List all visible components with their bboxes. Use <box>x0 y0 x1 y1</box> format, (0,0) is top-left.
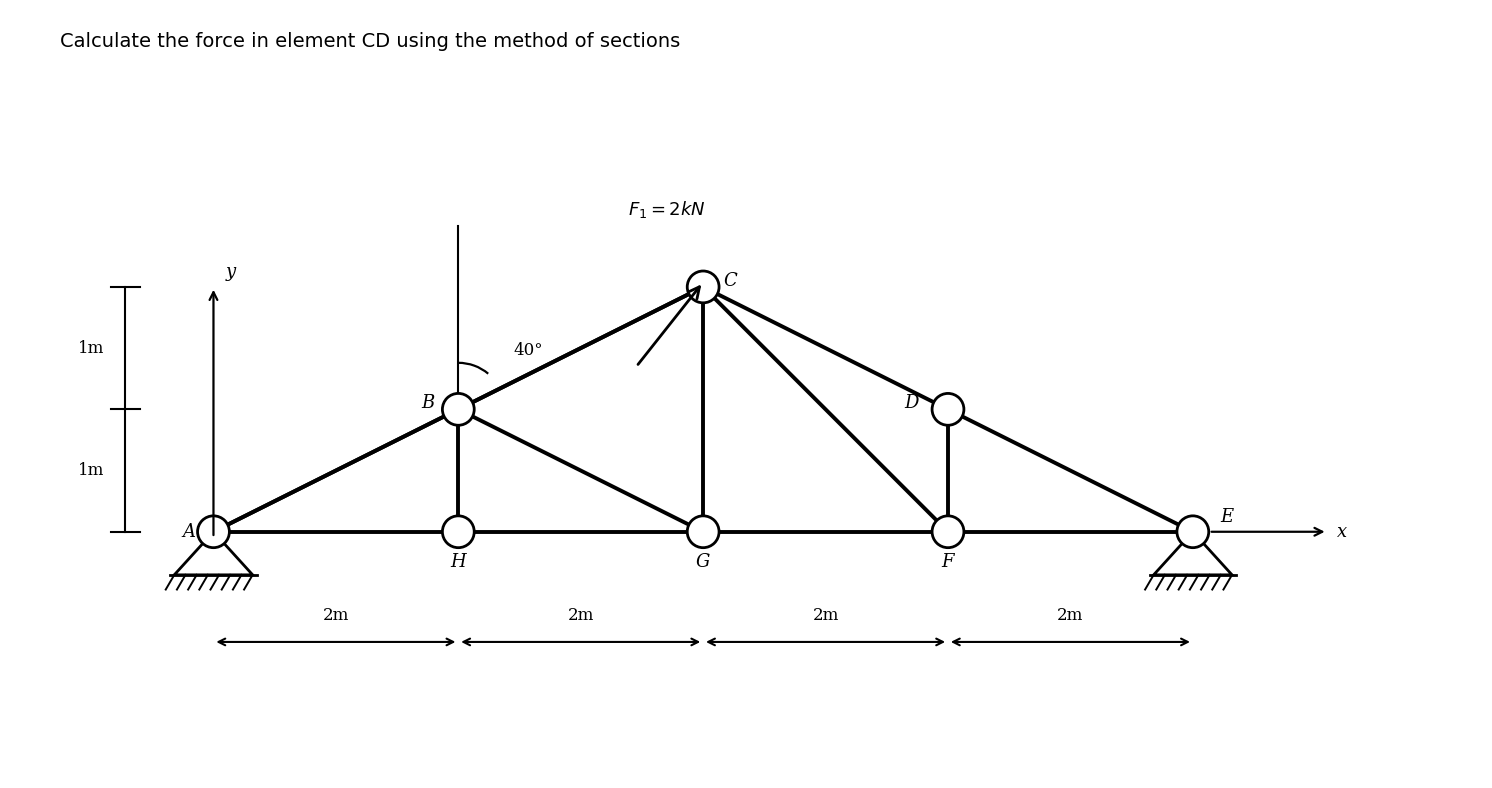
Circle shape <box>688 271 719 303</box>
Text: 1m: 1m <box>78 340 104 357</box>
Text: Calculate the force in element CD using the method of sections: Calculate the force in element CD using … <box>60 32 680 50</box>
Circle shape <box>443 393 474 426</box>
Circle shape <box>443 516 474 548</box>
Text: F: F <box>941 553 955 571</box>
Text: G: G <box>695 553 710 571</box>
Circle shape <box>688 516 719 548</box>
Polygon shape <box>1153 532 1232 575</box>
Polygon shape <box>175 532 252 575</box>
Text: E: E <box>1220 508 1234 526</box>
Text: 2m: 2m <box>812 607 839 623</box>
Text: $F_1 = 2kN$: $F_1 = 2kN$ <box>628 199 706 220</box>
Text: D: D <box>904 394 919 412</box>
Circle shape <box>1177 516 1209 548</box>
Text: A: A <box>182 522 195 541</box>
Text: 1m: 1m <box>78 462 104 479</box>
Text: y: y <box>225 262 236 281</box>
Text: H: H <box>451 553 466 571</box>
Text: 2m: 2m <box>322 607 349 623</box>
Circle shape <box>197 516 230 548</box>
Circle shape <box>932 516 964 548</box>
Text: C: C <box>724 272 737 290</box>
Text: 40°: 40° <box>513 342 543 359</box>
Text: x: x <box>1337 522 1347 541</box>
Text: B: B <box>421 394 434 412</box>
Circle shape <box>932 393 964 426</box>
Text: 2m: 2m <box>567 607 594 623</box>
Text: 2m: 2m <box>1058 607 1083 623</box>
